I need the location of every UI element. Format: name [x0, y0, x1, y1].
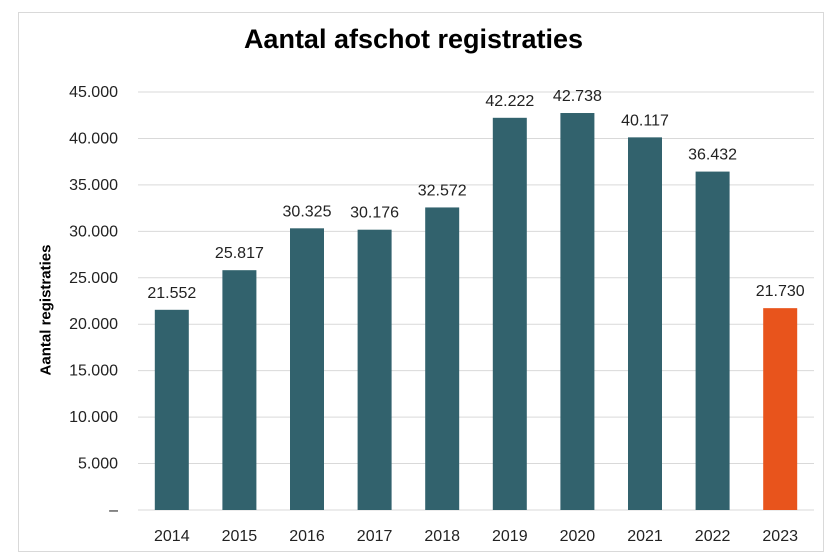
bar: [222, 270, 257, 510]
bar: [290, 228, 324, 510]
data-label: 36.432: [688, 147, 737, 164]
x-tick-label: 2020: [560, 528, 596, 545]
x-tick-label: 2019: [492, 528, 528, 545]
x-tick-label: 2016: [289, 528, 325, 545]
data-label: 42.222: [485, 93, 534, 110]
bar: [357, 229, 392, 510]
y-tick-label: 45.000: [69, 84, 118, 101]
data-label: 40.117: [621, 112, 669, 129]
y-tick-label: 25.000: [69, 270, 118, 287]
bar: [628, 137, 662, 510]
chart-frame: [18, 12, 824, 552]
y-tick-label: 5.000: [78, 456, 118, 473]
data-label: 25.817: [215, 245, 264, 262]
data-label: 42.738: [553, 88, 602, 105]
y-tick-label: 10.000: [69, 409, 118, 426]
y-axis-ticks: – 5.000 10.000 15.000 20.000 25.000 30.000 35.0…: [69, 84, 118, 519]
chart-title: Aantal afschot registraties: [243, 24, 584, 54]
x-tick-label: 2017: [357, 528, 393, 545]
data-label: 30.325: [283, 203, 332, 220]
data-label: 32.572: [418, 182, 467, 199]
y-tick-label: 40.000: [69, 130, 118, 147]
x-tick-label: 2015: [222, 528, 258, 545]
data-label: 21.552: [147, 285, 196, 302]
x-tick-label: 2021: [627, 528, 663, 545]
data-label: 21.730: [756, 283, 805, 300]
bar: [425, 207, 460, 510]
bar: [763, 308, 798, 510]
bar: [492, 117, 527, 510]
y-tick-label: 15.000: [69, 363, 118, 380]
bars: [154, 113, 798, 510]
bar: [560, 113, 595, 510]
y-tick-label: 20.000: [69, 316, 118, 333]
y-tick-label: –: [109, 502, 118, 519]
y-tick-label: 30.000: [69, 223, 118, 240]
bar: [154, 309, 189, 510]
y-tick-label: 35.000: [69, 177, 118, 194]
x-tick-label: 2022: [695, 528, 731, 545]
bar: [695, 171, 730, 510]
data-labels: 21.552 25.817 30.325 30.176 32.572 42.222 42.7…: [147, 88, 804, 302]
x-axis-ticks: 2014 2015 2016 2017 2018 2019 2020 2021 2022 2023: [154, 528, 798, 545]
x-tick-label: 2023: [762, 528, 798, 545]
x-tick-label: 2014: [154, 528, 190, 545]
x-tick-label: 2018: [424, 528, 460, 545]
data-label: 30.176: [350, 205, 399, 222]
